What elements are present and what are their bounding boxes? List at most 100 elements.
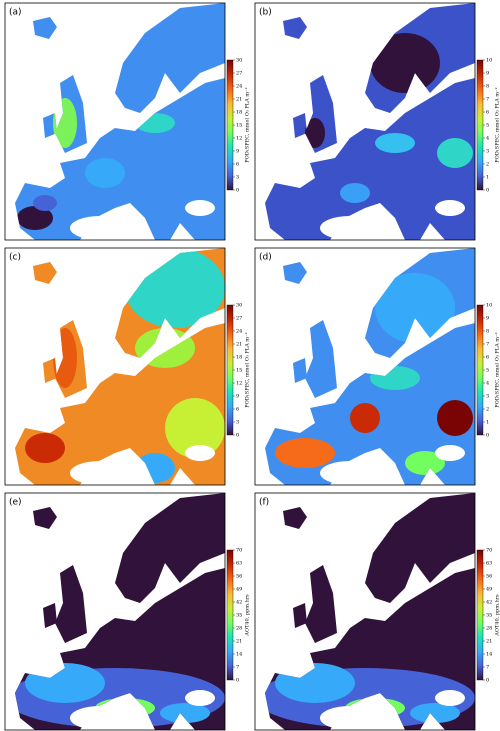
colorbar-tick-label: 28 bbox=[236, 626, 242, 632]
sea bbox=[185, 200, 215, 216]
colorbar bbox=[226, 549, 234, 681]
colorbar-tick-label: 4 bbox=[486, 136, 489, 142]
sea bbox=[70, 706, 130, 730]
colorbar-tick-label: 6 bbox=[236, 162, 239, 168]
map-region bbox=[437, 400, 473, 436]
colorbar-tick-label: 3 bbox=[236, 175, 239, 181]
panel: (f) 0 7 14 21 28 35 42 49 56 63 70 AOT40, ppm.hrs bbox=[254, 492, 500, 731]
colorbar-tick-label: 24 bbox=[236, 84, 242, 90]
colorbar-tick-label: 0 bbox=[486, 678, 489, 684]
colorbar-tick-label: 1 bbox=[486, 420, 489, 426]
sea bbox=[435, 445, 465, 461]
map-frame bbox=[254, 492, 476, 731]
panel-label: (d) bbox=[259, 253, 272, 263]
colorbar-tick-label: 18 bbox=[236, 110, 242, 116]
panel-label: (c) bbox=[9, 253, 21, 263]
panel: (a) 0 3 6 9 12 15 18 21 24 27 30 POD₁SPEC, mmol O₃ P… bbox=[4, 2, 251, 241]
map-region bbox=[370, 366, 420, 390]
panel-label: (b) bbox=[259, 8, 272, 18]
colorbar-tick-label: 21 bbox=[236, 342, 242, 348]
map-region bbox=[135, 113, 175, 133]
map-region bbox=[375, 133, 415, 153]
sea bbox=[320, 461, 380, 485]
colorbar bbox=[226, 59, 234, 191]
panel: (d) 0 1 2 3 4 5 6 7 8 9 10 POD₁SPEC, mmol O₃ PLA m⁻² bbox=[254, 247, 500, 486]
sea bbox=[185, 690, 215, 706]
colorbar-label: AOT40, ppm.hrs bbox=[495, 594, 500, 637]
colorbar-tick-label: 0 bbox=[236, 188, 239, 194]
colorbar-tick-label: 14 bbox=[236, 652, 242, 658]
colorbar-tick-label: 0 bbox=[486, 433, 489, 439]
colorbar-tick-label: 27 bbox=[236, 316, 242, 322]
map-frame bbox=[4, 2, 226, 241]
colorbar-tick-label: 4 bbox=[486, 381, 489, 387]
colorbar-tick-label: 70 bbox=[236, 548, 242, 554]
map-region bbox=[165, 398, 225, 458]
map-region bbox=[125, 248, 225, 328]
colorbar-tick-label: 63 bbox=[236, 561, 242, 567]
colorbar-tick-label: 21 bbox=[486, 639, 492, 645]
colorbar-tick-label: 7 bbox=[236, 665, 239, 671]
map-region bbox=[275, 438, 335, 468]
panel-label: (e) bbox=[9, 498, 22, 508]
map-region bbox=[410, 703, 460, 723]
colorbar-tick-label: 5 bbox=[486, 123, 489, 129]
colorbar-tick-label: 49 bbox=[236, 587, 242, 593]
colorbar-tick-label: 3 bbox=[236, 420, 239, 426]
colorbar-tick-label: 6 bbox=[236, 407, 239, 413]
colorbar-tick-label: 1 bbox=[486, 175, 489, 181]
colorbar bbox=[476, 549, 484, 681]
map-region bbox=[305, 118, 325, 148]
map-region bbox=[160, 703, 210, 723]
colorbar-tick-label: 9 bbox=[236, 394, 239, 400]
colorbar-tick-label: 6 bbox=[486, 355, 489, 361]
map-region bbox=[350, 403, 380, 433]
panel: (b) 0 1 2 3 4 5 6 7 8 9 10 POD₁SPEC, mmol O₃ PLA m⁻² bbox=[254, 2, 500, 241]
map-frame bbox=[4, 247, 226, 486]
colorbar bbox=[476, 59, 484, 191]
colorbar-tick-label: 0 bbox=[236, 678, 239, 684]
colorbar-tick-label: 10 bbox=[486, 303, 492, 309]
colorbar-tick-label: 0 bbox=[486, 188, 489, 194]
colorbar-tick-label: 2 bbox=[486, 407, 489, 413]
colorbar-tick-label: 56 bbox=[236, 574, 242, 580]
colorbar-tick-label: 21 bbox=[236, 639, 242, 645]
sea bbox=[435, 690, 465, 706]
colorbar-tick-label: 30 bbox=[236, 58, 242, 64]
map-frame bbox=[254, 247, 476, 486]
colorbar-tick-label: 7 bbox=[486, 97, 489, 103]
map-region bbox=[53, 328, 77, 388]
panel-label: (f) bbox=[259, 498, 269, 508]
panel: (c) 0 3 6 9 12 15 18 21 24 27 30 POD₁SPEC, mmol O₃ P… bbox=[4, 247, 251, 486]
colorbar-tick-label: 18 bbox=[236, 355, 242, 361]
sea bbox=[185, 445, 215, 461]
sea bbox=[320, 706, 380, 730]
colorbar-tick-label: 0 bbox=[236, 433, 239, 439]
colorbar-tick-label: 10 bbox=[486, 58, 492, 64]
sea bbox=[435, 200, 465, 216]
panel: (e) 0 7 14 21 28 35 42 49 56 63 70 AOT40, ppm.hrs bbox=[4, 492, 251, 731]
colorbar-tick-label: 42 bbox=[486, 600, 492, 606]
colorbar-tick-label: 7 bbox=[486, 342, 489, 348]
colorbar-tick-label: 7 bbox=[486, 665, 489, 671]
colorbar-tick-label: 30 bbox=[236, 303, 242, 309]
map-region bbox=[85, 158, 125, 188]
map-region bbox=[375, 273, 455, 343]
colorbar-label: POD₁SPEC, mmol O₃ PLA m⁻² bbox=[245, 87, 251, 162]
sea bbox=[320, 216, 380, 240]
colorbar-tick-label: 35 bbox=[236, 613, 242, 619]
map-region bbox=[275, 663, 355, 703]
map-region bbox=[370, 33, 440, 93]
colorbar-tick-label: 8 bbox=[486, 84, 489, 90]
colorbar-tick-label: 6 bbox=[486, 110, 489, 116]
colorbar-tick-label: 21 bbox=[236, 97, 242, 103]
map-region bbox=[340, 183, 370, 203]
colorbar-tick-label: 63 bbox=[486, 561, 492, 567]
map-region bbox=[17, 206, 53, 230]
colorbar-tick-label: 12 bbox=[236, 381, 242, 387]
map-region bbox=[135, 453, 175, 483]
map-frame bbox=[254, 2, 476, 241]
map-region bbox=[437, 138, 473, 168]
colorbar-label: POD₁SPEC, mmol O₃ PLA m⁻² bbox=[495, 332, 500, 407]
